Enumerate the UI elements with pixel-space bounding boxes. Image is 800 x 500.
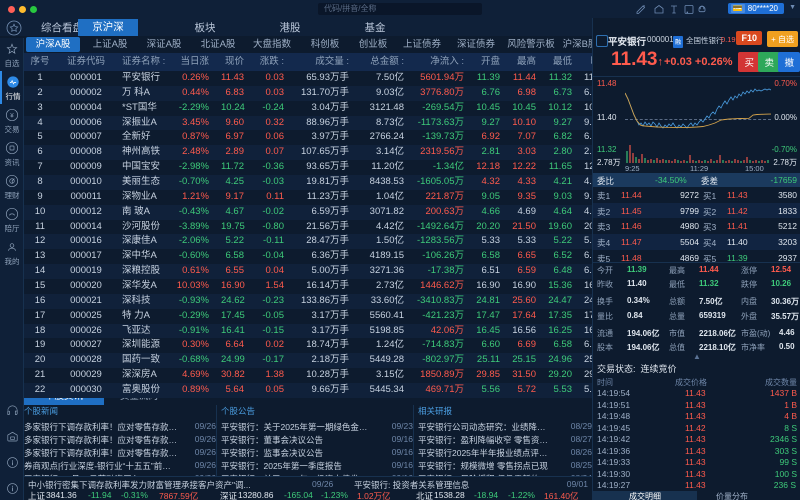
svg-text:¥: ¥	[10, 112, 14, 119]
